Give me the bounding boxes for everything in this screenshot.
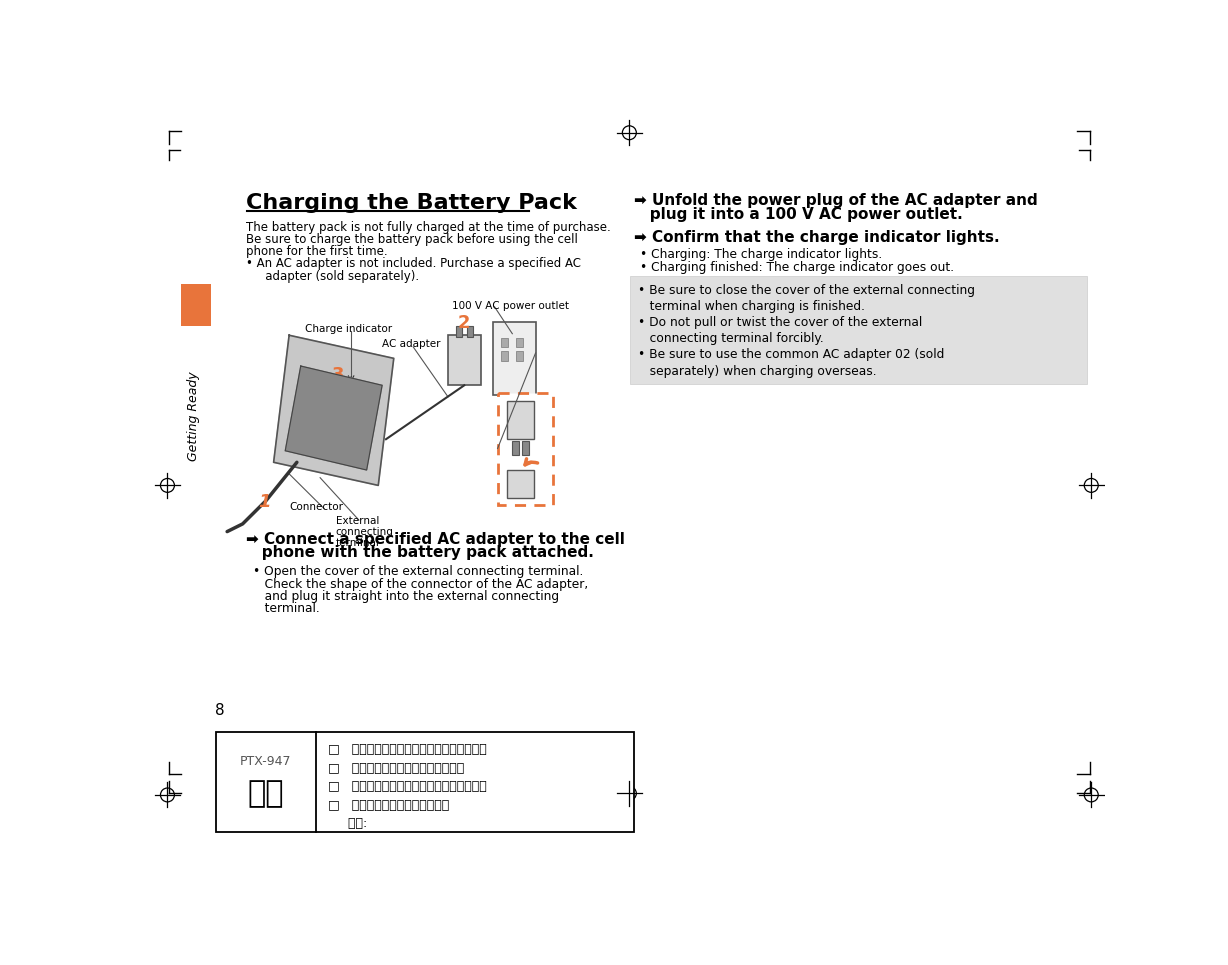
Text: AC adapter: AC adapter xyxy=(382,339,441,349)
Bar xyxy=(456,326,462,337)
Text: 1: 1 xyxy=(258,493,270,511)
Text: Charging the Battery Pack: Charging the Battery Pack xyxy=(247,193,577,213)
Bar xyxy=(182,284,211,326)
Text: separately) when charging overseas.: separately) when charging overseas. xyxy=(637,365,877,377)
Bar xyxy=(630,276,1087,384)
Text: ➡ Unfold the power plug of the AC adapter and: ➡ Unfold the power plug of the AC adapte… xyxy=(634,193,1038,207)
Text: • An AC adapter is not included. Purchase a specified AC: • An AC adapter is not included. Purchas… xyxy=(247,258,582,270)
Text: • Be sure to close the cover of the external connecting: • Be sure to close the cover of the exte… xyxy=(637,284,975,296)
Text: • Open the cover of the external connecting terminal.: • Open the cover of the external connect… xyxy=(253,565,583,578)
Text: 3: 3 xyxy=(332,366,344,384)
Text: terminal when charging is finished.: terminal when charging is finished. xyxy=(637,300,865,313)
Bar xyxy=(507,400,534,439)
Text: Be sure to charge the battery pack before using the cell: Be sure to charge the battery pack befor… xyxy=(247,233,578,246)
Text: Getting Ready: Getting Ready xyxy=(188,372,200,461)
Polygon shape xyxy=(285,366,382,470)
Text: External: External xyxy=(335,516,379,526)
Bar xyxy=(492,322,535,396)
Text: Charge indicator: Charge indicator xyxy=(305,323,392,334)
Text: 100 V AC power outlet: 100 V AC power outlet xyxy=(452,301,569,311)
Bar xyxy=(516,338,523,346)
Bar xyxy=(522,441,529,455)
Text: connecting terminal forcibly.: connecting terminal forcibly. xyxy=(637,332,824,345)
Text: connecting: connecting xyxy=(335,527,393,537)
Text: terminal: terminal xyxy=(335,538,379,548)
Text: • Charging finished: The charge indicator goes out.: • Charging finished: The charge indicato… xyxy=(640,262,954,274)
Text: Connector: Connector xyxy=(289,503,343,512)
Bar xyxy=(501,338,507,346)
Text: ➡ Connect a specified AC adapter to the cell: ➡ Connect a specified AC adapter to the … xyxy=(247,532,625,546)
Text: □   操作説明、画面が仕様とあっているか。: □ 操作説明、画面が仕様とあっているか。 xyxy=(328,743,486,757)
Text: Check the shape of the connector of the AC adapter,: Check the shape of the connector of the … xyxy=(253,578,588,591)
Text: • Charging: The charge indicator lights.: • Charging: The charge indicator lights. xyxy=(640,248,883,262)
Bar xyxy=(516,351,523,361)
Text: phone with the battery pack attached.: phone with the battery pack attached. xyxy=(247,545,594,561)
Text: • Be sure to use the common AC adapter 02 (sold: • Be sure to use the common AC adapter 0… xyxy=(637,348,944,361)
Text: 初校: 初校 xyxy=(248,779,284,808)
Text: □   チェックできない箇所がある: □ チェックできない箇所がある xyxy=(328,799,449,812)
Bar xyxy=(467,326,473,337)
Text: 2: 2 xyxy=(457,314,470,332)
Text: and plug it straight into the external connecting: and plug it straight into the external c… xyxy=(253,591,559,603)
Text: □   注意文や説明文に誤り、不足がないか。: □ 注意文や説明文に誤り、不足がないか。 xyxy=(328,781,486,793)
Bar xyxy=(448,335,480,385)
Text: phone for the first time.: phone for the first time. xyxy=(247,245,388,259)
Text: PTX-947: PTX-947 xyxy=(241,755,291,768)
Text: • Do not pull or twist the cover of the external: • Do not pull or twist the cover of the … xyxy=(637,316,922,329)
Bar xyxy=(512,441,519,455)
Text: □   数値（スペック値）が正しいか。: □ 数値（スペック値）が正しいか。 xyxy=(328,761,464,775)
Text: ➡ Confirm that the charge indicator lights.: ➡ Confirm that the charge indicator ligh… xyxy=(634,230,1000,245)
Text: plug it into a 100 V AC power outlet.: plug it into a 100 V AC power outlet. xyxy=(634,207,963,222)
Bar xyxy=(501,351,507,361)
Bar xyxy=(215,731,634,832)
Text: 理由:: 理由: xyxy=(328,817,367,830)
Text: adapter (sold separately).: adapter (sold separately). xyxy=(254,270,420,283)
Text: 8: 8 xyxy=(215,703,225,718)
Text: The battery pack is not fully charged at the time of purchase.: The battery pack is not fully charged at… xyxy=(247,221,612,234)
Text: terminal.: terminal. xyxy=(253,602,319,616)
Polygon shape xyxy=(274,335,394,485)
Bar xyxy=(497,393,554,505)
Bar xyxy=(507,470,534,498)
